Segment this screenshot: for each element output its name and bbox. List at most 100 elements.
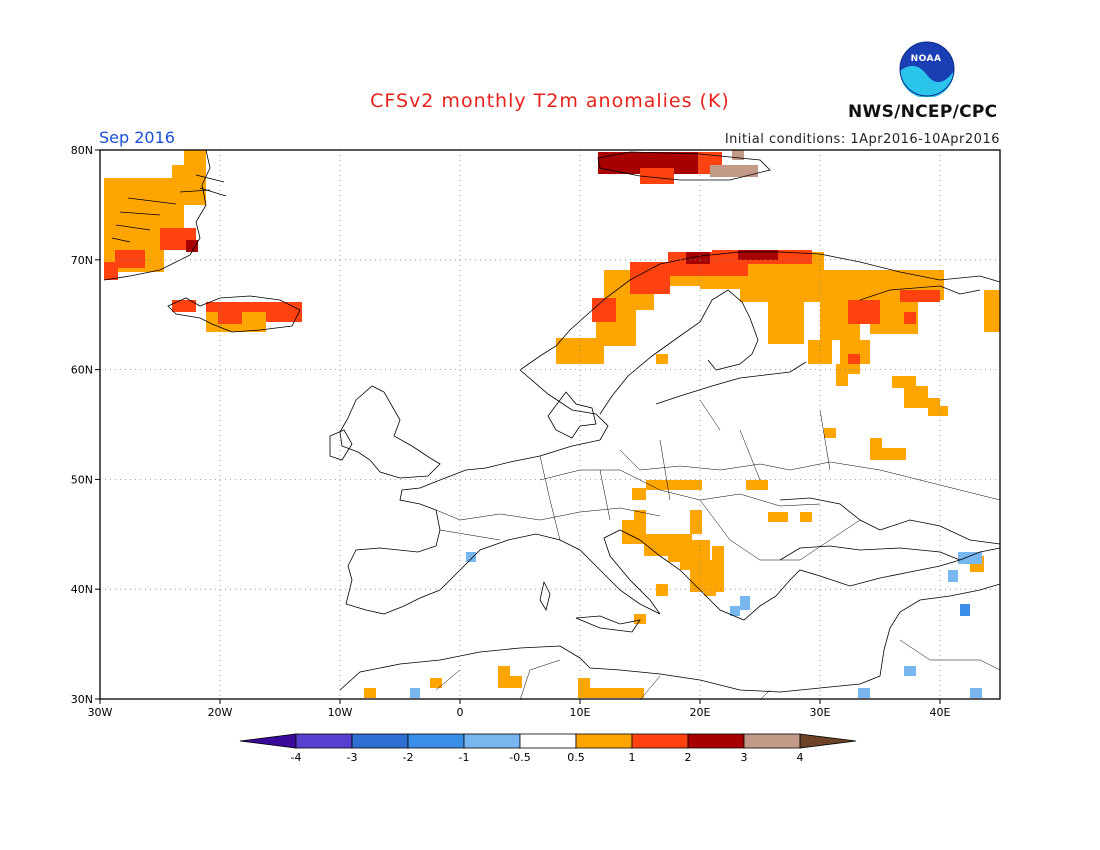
anomaly-cell bbox=[948, 570, 958, 582]
legend-swatch bbox=[687, 733, 745, 749]
anomaly-cell bbox=[730, 606, 740, 616]
latitude-label: 60N bbox=[71, 364, 93, 377]
southern-europe-coast bbox=[345, 439, 1001, 621]
legend-tick-label: -4 bbox=[291, 751, 302, 764]
legend-tick-label: -1 bbox=[459, 751, 470, 764]
longitude-label: 40E bbox=[930, 706, 951, 719]
anomaly-cell bbox=[904, 312, 916, 324]
map-frame bbox=[99, 149, 1001, 700]
scandinavia-south bbox=[519, 369, 609, 441]
anomaly-cell bbox=[970, 688, 982, 698]
anomaly-cell bbox=[984, 290, 1000, 332]
anomaly-cells bbox=[104, 150, 1000, 698]
greenland-fjords bbox=[111, 174, 227, 243]
gulf-of-finland bbox=[655, 361, 807, 405]
anomaly-cell bbox=[712, 546, 724, 560]
color-legend: -4 -3 -2 -1 -0.5 0.5 1 2 3 4 bbox=[239, 733, 857, 764]
legend-tick-label: 2 bbox=[685, 751, 692, 764]
anomaly-cell bbox=[148, 262, 160, 272]
logo-text: NOAA bbox=[910, 54, 942, 64]
anomaly-cell bbox=[644, 534, 668, 556]
black-sea-coast bbox=[779, 497, 1001, 545]
forecast-month: Sep 2016 bbox=[99, 128, 175, 147]
iceland-coast bbox=[167, 295, 301, 333]
black-sea-south bbox=[779, 545, 961, 561]
britain-coast bbox=[339, 385, 441, 479]
border-line bbox=[459, 507, 661, 521]
anomaly-cell bbox=[498, 666, 510, 678]
border-line bbox=[539, 469, 821, 507]
anomaly-cell bbox=[632, 488, 646, 500]
anomaly-cell bbox=[690, 510, 702, 534]
anomaly-cell bbox=[104, 262, 118, 280]
initial-conditions: Initial conditions: 1Apr2016-10Apr2016 bbox=[724, 132, 1000, 147]
anomaly-cell bbox=[430, 678, 442, 688]
anomaly-cell bbox=[186, 240, 198, 252]
anomaly-cell bbox=[704, 586, 716, 596]
anomaly-cell bbox=[848, 300, 880, 324]
legend-tick-label: 3 bbox=[741, 751, 748, 764]
anomaly-cell bbox=[900, 290, 940, 302]
border-line bbox=[435, 509, 501, 541]
levant-coast bbox=[879, 583, 1001, 677]
anomaly-cell bbox=[498, 676, 522, 688]
latitude-label: 70N bbox=[71, 254, 93, 267]
border-line bbox=[619, 449, 1001, 501]
anomaly-cell bbox=[410, 688, 420, 698]
anomaly-cell bbox=[634, 510, 646, 520]
anomaly-cell bbox=[710, 165, 758, 177]
sardinia-coast bbox=[539, 580, 551, 612]
anomaly-cell bbox=[634, 614, 646, 624]
anomaly-cell bbox=[646, 480, 702, 490]
latitude-label: 30N bbox=[71, 693, 93, 706]
anomaly-cell bbox=[892, 376, 916, 388]
latitude-labels: 80N 70N 60N 50N 40N 30N bbox=[71, 144, 100, 706]
longitude-label: 10E bbox=[570, 706, 591, 719]
anomaly-cell bbox=[592, 298, 616, 322]
coastlines bbox=[103, 149, 1001, 693]
anomaly-cell bbox=[640, 168, 674, 184]
anomaly-cell bbox=[904, 666, 916, 676]
anomaly-cell bbox=[824, 428, 836, 438]
anomaly-cell bbox=[218, 312, 242, 324]
longitude-label: 20E bbox=[690, 706, 711, 719]
legend-swatch bbox=[407, 733, 465, 749]
anomaly-cell bbox=[364, 688, 376, 698]
anomaly-cell bbox=[740, 596, 750, 610]
longitude-label: 10W bbox=[328, 706, 353, 719]
latitude-label: 80N bbox=[71, 144, 93, 157]
anomaly-cell bbox=[732, 150, 744, 160]
anomaly-cell bbox=[466, 552, 476, 562]
legend-tick-label: -0.5 bbox=[509, 751, 530, 764]
latitude-label: 50N bbox=[71, 473, 93, 486]
anomaly-cell bbox=[172, 300, 196, 312]
anomaly-cell bbox=[958, 552, 982, 564]
border-line bbox=[539, 399, 831, 541]
border-line bbox=[435, 639, 1001, 701]
anomaly-cell bbox=[184, 150, 206, 170]
legend-swatch bbox=[351, 733, 409, 749]
legend-tick-label: -3 bbox=[347, 751, 358, 764]
noaa-logo-icon bbox=[899, 41, 955, 97]
latitude-label: 40N bbox=[71, 583, 93, 596]
country-borders bbox=[435, 399, 1001, 701]
legend-tick-label: 4 bbox=[797, 751, 804, 764]
legend-swatch bbox=[295, 733, 353, 749]
legend-swatch bbox=[743, 733, 801, 749]
anomaly-cell bbox=[768, 512, 788, 522]
legend-tick-label: 0.5 bbox=[567, 751, 585, 764]
longitude-labels: 30W 20W 10W 0 10E 20E 30E 40E bbox=[88, 699, 951, 719]
legend-swatch bbox=[519, 733, 577, 749]
graticule bbox=[100, 150, 1000, 699]
longitude-label: 30E bbox=[810, 706, 831, 719]
longitude-label: 30W bbox=[88, 706, 113, 719]
legend-swatch bbox=[575, 733, 633, 749]
anomaly-cell bbox=[586, 688, 644, 698]
anomaly-cell bbox=[768, 300, 804, 344]
anomaly-cell bbox=[115, 250, 145, 268]
anomaly-cell bbox=[836, 374, 848, 386]
greenland-coast bbox=[103, 149, 211, 281]
agency-label: NWS/NCEP/CPC bbox=[848, 102, 998, 122]
anomaly-cell bbox=[928, 406, 948, 416]
